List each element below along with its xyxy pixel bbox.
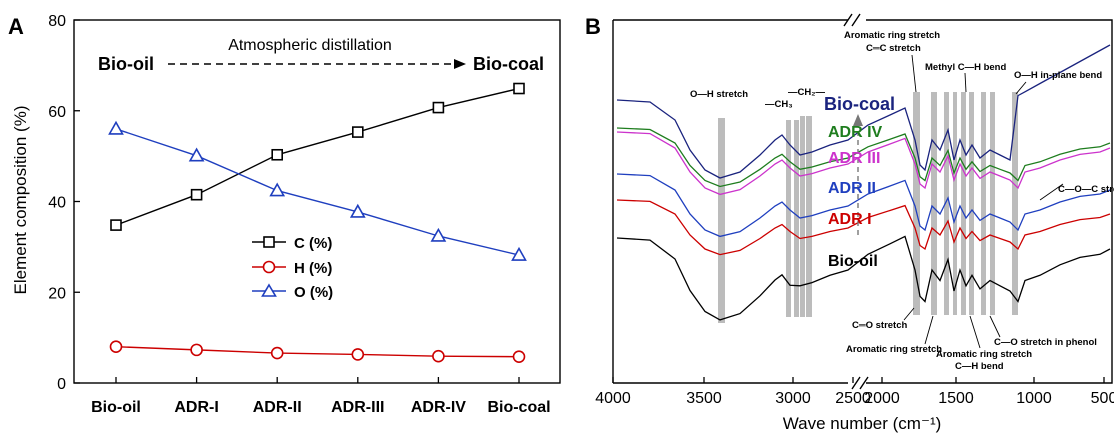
bio-coal-guide-arrow — [853, 114, 863, 126]
spectrum-line — [616, 44, 1111, 179]
spectrum-line — [616, 131, 1111, 196]
panel-a: A Element composition (%) 0 20 40 60 80 Bio-… — [8, 13, 561, 416]
spectrum-line — [616, 127, 1111, 188]
x-tick-label: ADR-IV — [411, 399, 466, 416]
data-point — [349, 203, 366, 218]
data-point — [351, 348, 365, 361]
anno-co-phenol: C—O stretch in phenol — [994, 337, 1097, 348]
label-bio-oil: Bio-oil — [828, 253, 878, 270]
label-adr-iv: ADR IV — [828, 124, 883, 141]
panel-a-series — [108, 82, 527, 363]
x-tick-label: 3000 — [775, 390, 811, 407]
x-tick-label: 1500 — [938, 390, 974, 407]
y-tick-label: 20 — [48, 285, 66, 302]
x-tick-label: 500 — [1091, 390, 1114, 407]
panel-a-legend: C (%) H (%) O (%) — [252, 235, 333, 301]
data-point — [271, 148, 284, 161]
x-tick-label: ADR-I — [174, 399, 218, 416]
anno-methyl-bend: Methyl C—H bend — [925, 62, 1006, 73]
data-point — [512, 350, 526, 363]
distillation-arrowhead — [454, 59, 466, 69]
anno-oh-stretch: O—H stretch — [690, 89, 748, 100]
legend-c-label: C (%) — [294, 235, 332, 252]
legend-h-label: H (%) — [294, 260, 332, 277]
data-point — [270, 346, 284, 360]
label-adr-ii: ADR II — [828, 180, 876, 197]
panel-b-spectra — [616, 44, 1111, 321]
annotation-bio-oil: Bio-oil — [98, 54, 154, 74]
anno-oh-inplane: O—H in-plane bend — [1014, 70, 1102, 81]
y-tick-label: 0 — [57, 376, 66, 393]
data-point — [351, 126, 364, 138]
data-point — [511, 246, 527, 261]
annotation-pointers — [903, 54, 1064, 349]
x-tick-label: 4000 — [595, 390, 631, 407]
axis-break-marks — [843, 13, 869, 390]
data-point — [190, 188, 203, 201]
spectrum-line — [616, 199, 1111, 256]
legend-o-marker — [261, 283, 277, 297]
panel-a-label: A — [8, 14, 24, 39]
data-point — [513, 82, 525, 95]
spectrum-line — [616, 235, 1111, 321]
data-point — [110, 219, 122, 231]
anno-ch-bend: C—H bend — [955, 361, 1004, 372]
legend-o-label: O (%) — [294, 284, 333, 301]
y-tick-label: 60 — [48, 104, 66, 121]
anno-ch2: —CH₂— — [788, 87, 825, 98]
panel-b-label: B — [585, 14, 601, 39]
annotation-distillation: Atmospheric distillation — [228, 37, 392, 54]
panel-a-ylabel: Element composition (%) — [11, 106, 30, 295]
panel-b-xlabel: Wave number (cm⁻¹) — [783, 414, 942, 433]
legend-h-marker — [262, 260, 276, 274]
label-adr-i: ADR I — [828, 211, 872, 228]
series-line — [115, 346, 520, 358]
label-bio-coal: Bio-coal — [824, 94, 895, 114]
anno-coc-stretch: C—O—C stretch — [1058, 184, 1114, 195]
panel-a-y-ticks: 0 20 40 60 80 — [48, 13, 80, 393]
data-point — [108, 120, 124, 135]
data-point — [188, 147, 205, 162]
data-point — [190, 343, 203, 357]
anno-co-stretch: C═O stretch — [852, 320, 907, 331]
spectrum-line — [616, 173, 1111, 238]
panel-a-x-ticks: Bio-oil ADR-I ADR-II ADR-III ADR-IV Bio-coal — [91, 377, 551, 416]
series-line — [115, 87, 520, 226]
x-tick-label: ADR-II — [253, 399, 302, 416]
data-point — [430, 227, 447, 242]
y-tick-label: 40 — [48, 195, 66, 212]
data-point — [432, 349, 445, 363]
legend-c-marker — [263, 236, 275, 248]
annotation-bio-coal: Bio-coal — [473, 54, 544, 74]
x-tick-label: 2500 — [835, 390, 871, 407]
anno-cc-stretch: C═C stretch — [866, 43, 921, 54]
x-tick-label: 3500 — [686, 390, 722, 407]
x-tick-label: Bio-coal — [487, 399, 550, 416]
panel-b-plot-frame — [613, 19, 1113, 384]
anno-ch3: —CH₃ — [765, 99, 793, 110]
band-annotations: O—H stretch —CH₃ —CH₂— Aromatic ring str… — [690, 30, 1114, 372]
label-adr-iii: ADR III — [828, 150, 880, 167]
x-tick-label: 2000 — [864, 390, 900, 407]
x-tick-label: 1000 — [1016, 390, 1052, 407]
x-tick-label: Bio-oil — [91, 399, 141, 416]
series-line — [115, 128, 520, 256]
y-tick-label: 80 — [48, 13, 66, 30]
anno-aromatic-bottom: Aromatic ring stretch — [846, 344, 942, 355]
anno-aromatic-top: Aromatic ring stretch — [844, 30, 940, 41]
data-point — [269, 182, 286, 197]
anno-aromatic-bottom-2: Aromatic ring stretch — [936, 349, 1032, 360]
x-tick-label: ADR-III — [331, 399, 384, 416]
data-point — [109, 340, 123, 354]
data-point — [432, 101, 445, 114]
